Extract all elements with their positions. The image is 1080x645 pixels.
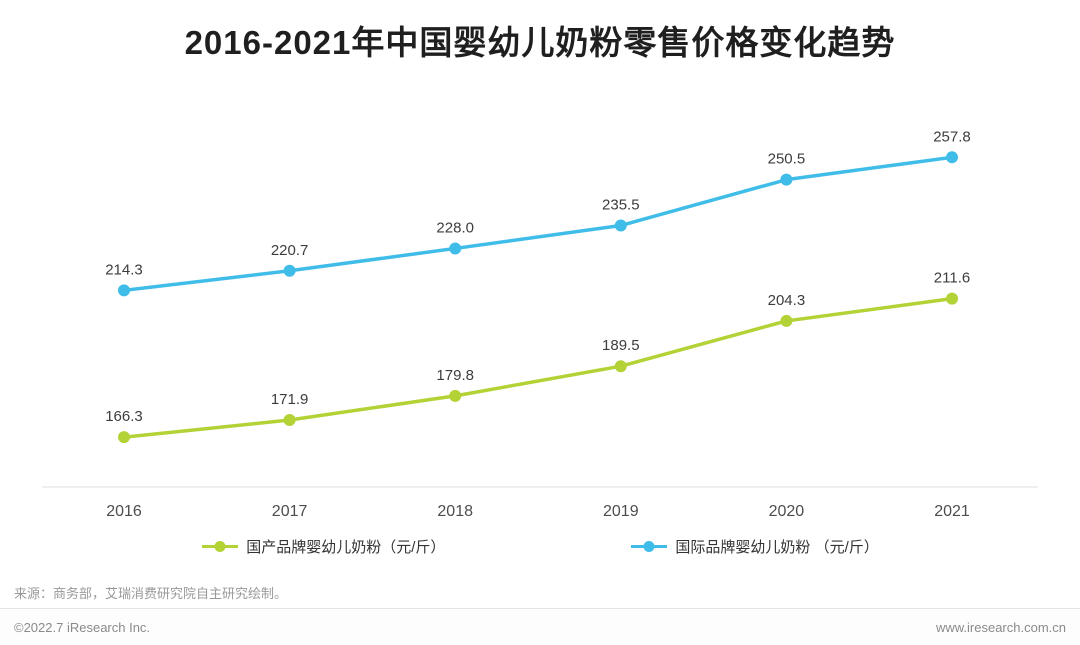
data-point	[449, 242, 462, 255]
data-label: 166.3	[105, 408, 143, 425]
series-line	[122, 296, 954, 439]
legend-item-domestic: 国产品牌婴幼儿奶粉（元/斤）	[201, 536, 445, 557]
data-point	[449, 389, 462, 402]
data-label: 179.8	[436, 367, 474, 384]
x-tick-label: 2016	[106, 503, 142, 520]
data-label: 220.7	[271, 242, 309, 259]
data-label: 171.9	[271, 391, 309, 408]
website-url: www.iresearch.com.cn	[935, 619, 1066, 635]
data-label: 211.6	[934, 270, 970, 287]
legend: 国产品牌婴幼儿奶粉（元/斤） 国际品牌婴幼儿奶粉 （元/斤）	[0, 536, 1080, 557]
x-tick-label: 2021	[934, 503, 970, 520]
legend-marker-domestic	[202, 541, 239, 552]
x-tick-label: 2017	[272, 503, 308, 520]
data-point	[118, 431, 130, 444]
data-label: 235.5	[602, 197, 640, 214]
data-label: 250.5	[768, 151, 806, 168]
data-point	[946, 151, 958, 164]
data-label: 189.5	[602, 337, 640, 354]
data-label: 257.8	[933, 128, 971, 145]
data-point	[946, 292, 958, 305]
legend-label-domestic: 国产品牌婴幼儿奶粉（元/斤）	[246, 539, 446, 556]
legend-label-international: 国际品牌婴幼儿奶粉 （元/斤）	[675, 539, 879, 556]
data-point	[118, 284, 130, 297]
data-point	[780, 173, 793, 186]
series-line	[122, 155, 954, 293]
data-point	[614, 219, 627, 232]
chart-title: 2016-2021年中国婴幼儿奶粉零售价格变化趋势	[184, 24, 896, 61]
legend-item-international: 国际品牌婴幼儿奶粉 （元/斤）	[630, 536, 879, 557]
data-label: 204.3	[768, 292, 806, 309]
line-chart: 2016 2017 2018 2019 2020 2021 166.3 171.9 179.8 1…	[42, 128, 1038, 520]
x-tick-label: 2020	[769, 503, 805, 520]
copyright-text: ©2022.7 iResearch Inc.	[14, 619, 151, 635]
source-note: 来源：商务部，艾瑞消费研究院自主研究绘制。	[14, 586, 288, 601]
x-tick-label: 2019	[603, 503, 639, 520]
x-tick-label: 2018	[437, 503, 473, 520]
footer-bar: ©2022.7 iResearch Inc. www.iresearch.com…	[0, 608, 1080, 645]
data-point	[283, 264, 296, 277]
data-point	[780, 314, 793, 327]
data-point	[614, 360, 627, 373]
legend-marker-international	[631, 541, 668, 552]
data-point	[283, 414, 296, 427]
data-label: 228.0	[436, 219, 474, 236]
data-label: 214.3	[105, 261, 143, 278]
